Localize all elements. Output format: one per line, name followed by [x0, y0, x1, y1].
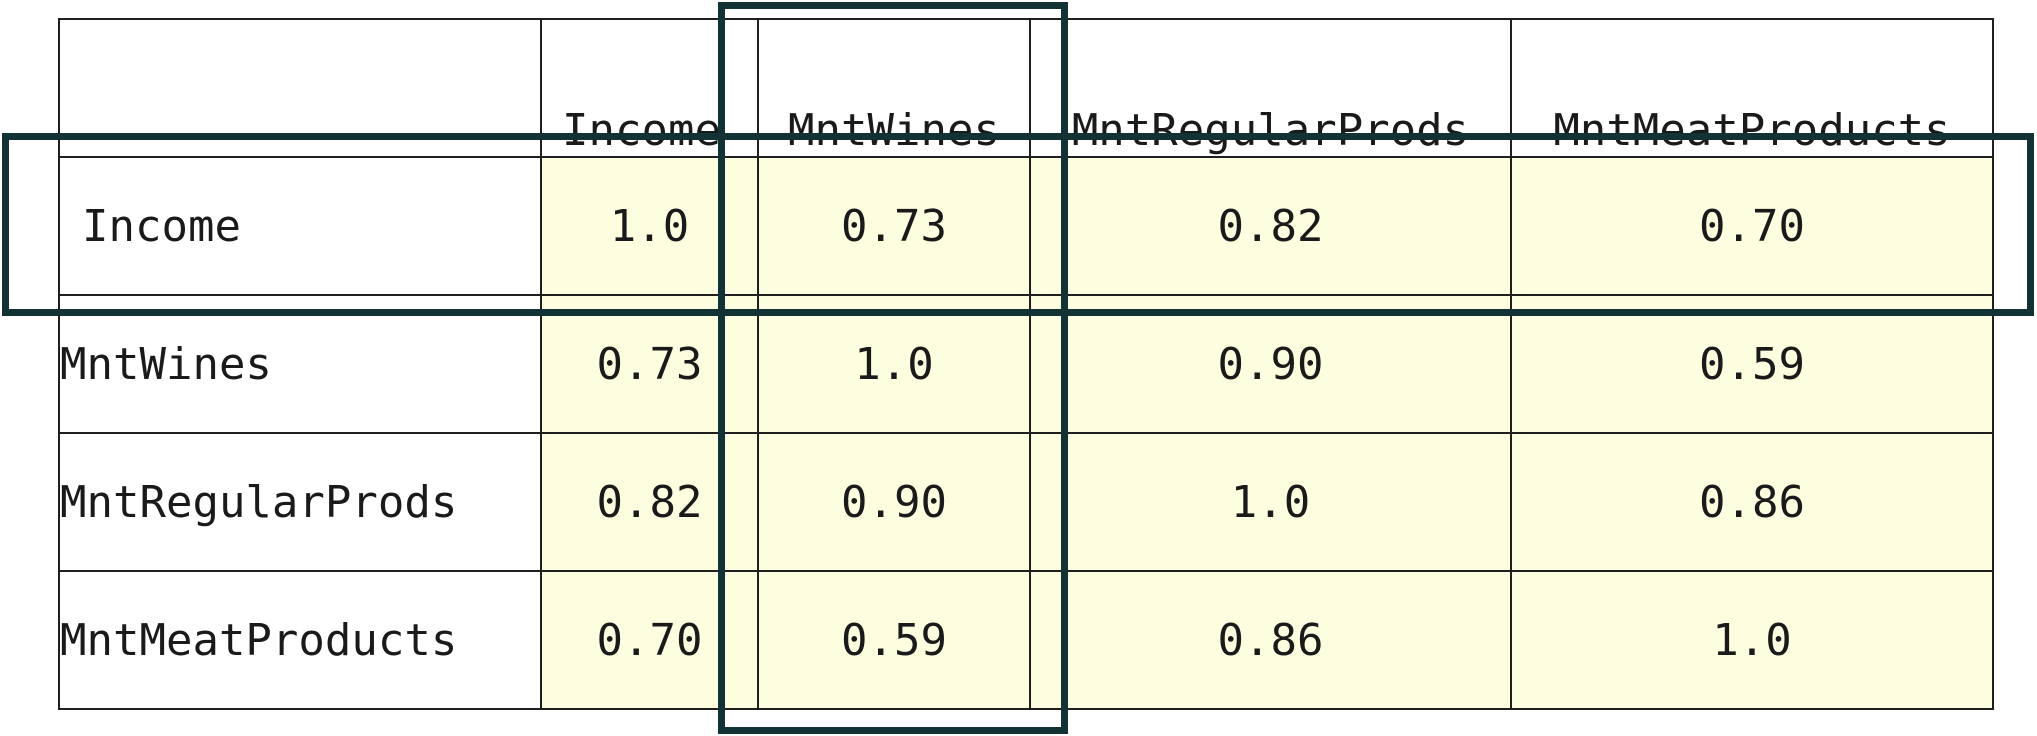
correlation-table: Income MntWines MntRegularProds MntMeatP…	[58, 18, 1994, 710]
table-cell: 0.90	[757, 432, 1031, 572]
table-corner-cell	[58, 18, 542, 158]
table-row: Income 1.0 0.73 0.82 0.70	[58, 156, 1994, 296]
table-cell: 0.90	[1029, 294, 1512, 434]
row-label-mntwines: MntWines	[58, 294, 542, 434]
table-row: MntRegularProds 0.82 0.90 1.0 0.86	[58, 432, 1994, 572]
table-cell: 1.0	[1510, 570, 1994, 710]
table-cell: 0.73	[757, 156, 1031, 296]
table-cell: 0.82	[1029, 156, 1512, 296]
column-header-mntregularprods: MntRegularProds	[1029, 18, 1512, 158]
column-header-mntwines: MntWines	[757, 18, 1031, 158]
row-label-income: Income	[58, 156, 542, 296]
table-header-row: Income MntWines MntRegularProds MntMeatP…	[58, 18, 1994, 158]
table-cell: 0.82	[540, 432, 759, 572]
table-cell: 1.0	[1029, 432, 1512, 572]
table-cell: 0.59	[1510, 294, 1994, 434]
column-header-mntmeatproducts: MntMeatProducts	[1510, 18, 1994, 158]
column-header-income: Income	[540, 18, 759, 158]
table-cell: 0.70	[540, 570, 759, 710]
table-cell: 1.0	[757, 294, 1031, 434]
row-label-mntmeatproducts: MntMeatProducts	[58, 570, 542, 710]
table-cell: 0.73	[540, 294, 759, 434]
table-cell: 0.86	[1510, 432, 1994, 572]
table-row: MntMeatProducts 0.70 0.59 0.86 1.0	[58, 570, 1994, 710]
table-row: MntWines 0.73 1.0 0.90 0.59	[58, 294, 1994, 434]
table-cell: 0.59	[757, 570, 1031, 710]
table-cell: 0.86	[1029, 570, 1512, 710]
table-cell: 0.70	[1510, 156, 1994, 296]
table-cell: 1.0	[540, 156, 759, 296]
row-label-mntregularprods: MntRegularProds	[58, 432, 542, 572]
